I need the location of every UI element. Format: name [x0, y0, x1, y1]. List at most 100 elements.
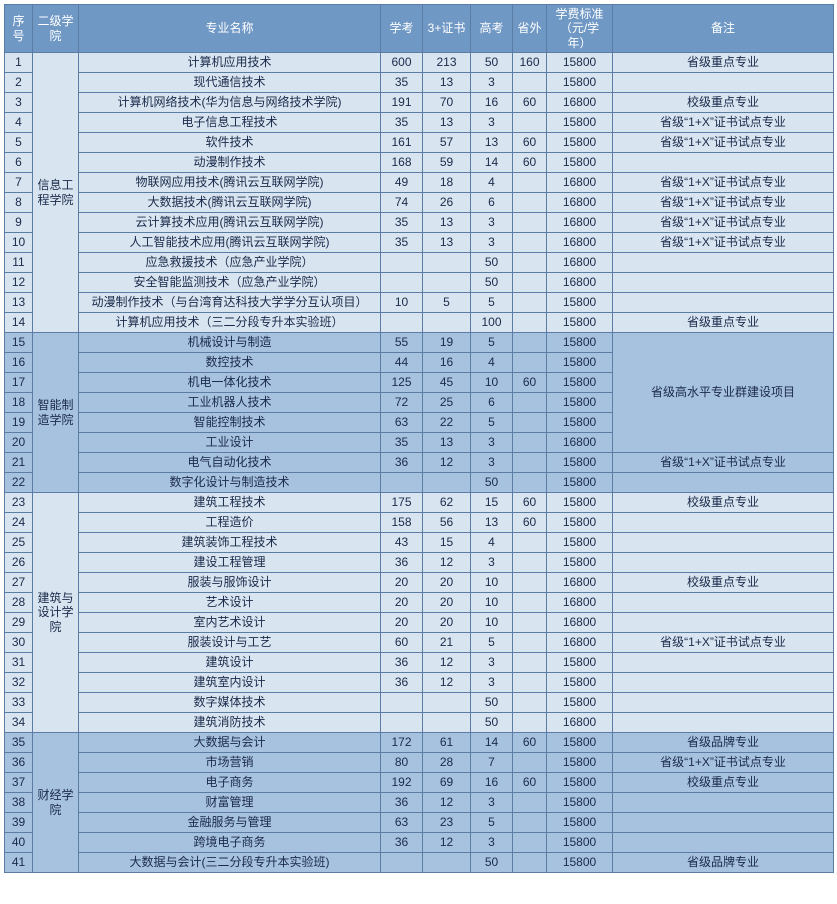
cell-fee: 15800	[547, 333, 613, 353]
cell-seq: 19	[5, 413, 33, 433]
cell-gaokao: 13	[471, 133, 513, 153]
cell-note: 省级品牌专业	[613, 853, 834, 873]
cell-fee: 15800	[547, 653, 613, 673]
cell-cert3: 69	[423, 773, 471, 793]
cell-xuekao: 172	[381, 733, 423, 753]
cell-seq: 25	[5, 533, 33, 553]
cell-cert3: 20	[423, 593, 471, 613]
cell-seq: 4	[5, 113, 33, 133]
cell-xuekao: 49	[381, 173, 423, 193]
cell-seq: 26	[5, 553, 33, 573]
cell-college: 财经学院	[33, 733, 79, 873]
cell-gaokao: 3	[471, 833, 513, 853]
cell-xuekao: 74	[381, 193, 423, 213]
cell-gaokao: 3	[471, 73, 513, 93]
cell-cert3: 213	[423, 53, 471, 73]
cell-cert3	[423, 693, 471, 713]
table-row: 41大数据与会计(三二分段专升本实验班)5015800省级品牌专业	[5, 853, 834, 873]
table-row: 1信息工程学院计算机应用技术6002135016015800省级重点专业	[5, 53, 834, 73]
table-row: 5软件技术16157136015800省级“1+X”证书试点专业	[5, 133, 834, 153]
header-row: 序号 二级学院 专业名称 学考 3+证书 高考 省外 学费标准（元/学年） 备注	[5, 5, 834, 53]
cell-xuekao: 10	[381, 293, 423, 313]
cell-xuekao: 35	[381, 233, 423, 253]
cell-out	[513, 573, 547, 593]
table-row: 2现代通信技术3513315800	[5, 73, 834, 93]
cell-fee: 16800	[547, 93, 613, 113]
cell-out	[513, 793, 547, 813]
cell-out	[513, 593, 547, 613]
table-row: 26建设工程管理3612315800	[5, 553, 834, 573]
cell-cert3: 20	[423, 573, 471, 593]
cell-xuekao: 63	[381, 813, 423, 833]
cell-note: 省级重点专业	[613, 313, 834, 333]
table-row: 9云计算技术应用(腾讯云互联网学院)3513316800省级“1+X”证书试点专…	[5, 213, 834, 233]
cell-fee: 15800	[547, 673, 613, 693]
cell-major: 电气自动化技术	[79, 453, 381, 473]
cell-out	[513, 673, 547, 693]
cell-major: 跨境电子商务	[79, 833, 381, 853]
cell-note	[613, 73, 834, 93]
cell-seq: 6	[5, 153, 33, 173]
cell-xuekao: 35	[381, 213, 423, 233]
cell-major: 建筑工程技术	[79, 493, 381, 513]
cell-note	[613, 673, 834, 693]
table-row: 38财富管理3612315800	[5, 793, 834, 813]
cell-major: 电子信息工程技术	[79, 113, 381, 133]
cell-out	[513, 193, 547, 213]
cell-seq: 15	[5, 333, 33, 353]
cell-gaokao: 3	[471, 673, 513, 693]
cell-seq: 3	[5, 93, 33, 113]
cell-out	[513, 833, 547, 853]
cell-seq: 20	[5, 433, 33, 453]
cell-cert3: 12	[423, 673, 471, 693]
cell-out: 60	[513, 373, 547, 393]
cell-xuekao: 600	[381, 53, 423, 73]
cell-out	[513, 313, 547, 333]
cell-out	[513, 453, 547, 473]
cell-fee: 16800	[547, 273, 613, 293]
header-gaokao: 高考	[471, 5, 513, 53]
cell-note: 省级“1+X”证书试点专业	[613, 233, 834, 253]
cell-fee: 15800	[547, 533, 613, 553]
cell-fee: 16800	[547, 573, 613, 593]
cell-xuekao: 191	[381, 93, 423, 113]
cell-major: 工业机器人技术	[79, 393, 381, 413]
cell-gaokao: 50	[471, 53, 513, 73]
cell-cert3: 12	[423, 653, 471, 673]
cell-gaokao: 6	[471, 193, 513, 213]
cell-seq: 12	[5, 273, 33, 293]
cell-cert3: 70	[423, 93, 471, 113]
cell-fee: 15800	[547, 373, 613, 393]
cell-out	[513, 233, 547, 253]
cell-xuekao: 36	[381, 453, 423, 473]
cell-seq: 10	[5, 233, 33, 253]
table-row: 34建筑消防技术5016800	[5, 713, 834, 733]
cell-major: 工业设计	[79, 433, 381, 453]
cell-note	[613, 793, 834, 813]
cell-note: 省级重点专业	[613, 53, 834, 73]
cell-gaokao: 15	[471, 493, 513, 513]
cell-cert3: 5	[423, 293, 471, 313]
cell-note: 省级“1+X”证书试点专业	[613, 173, 834, 193]
cell-cert3: 13	[423, 213, 471, 233]
cell-out: 60	[513, 153, 547, 173]
cell-out: 60	[513, 93, 547, 113]
cell-gaokao: 50	[471, 273, 513, 293]
cell-fee: 15800	[547, 733, 613, 753]
cell-seq: 39	[5, 813, 33, 833]
cell-note	[613, 553, 834, 573]
cell-out	[513, 633, 547, 653]
cell-xuekao: 20	[381, 593, 423, 613]
cell-cert3: 21	[423, 633, 471, 653]
cell-seq: 1	[5, 53, 33, 73]
cell-cert3: 61	[423, 733, 471, 753]
table-row: 15智能制造学院机械设计与制造5519515800省级高水平专业群建设项目	[5, 333, 834, 353]
cell-xuekao	[381, 693, 423, 713]
cell-cert3: 18	[423, 173, 471, 193]
table-row: 27服装与服饰设计20201016800校级重点专业	[5, 573, 834, 593]
header-seq: 序号	[5, 5, 33, 53]
cell-major: 财富管理	[79, 793, 381, 813]
table-row: 11应急救援技术（应急产业学院）5016800	[5, 253, 834, 273]
table-row: 37电子商务19269166015800校级重点专业	[5, 773, 834, 793]
cell-xuekao: 63	[381, 413, 423, 433]
